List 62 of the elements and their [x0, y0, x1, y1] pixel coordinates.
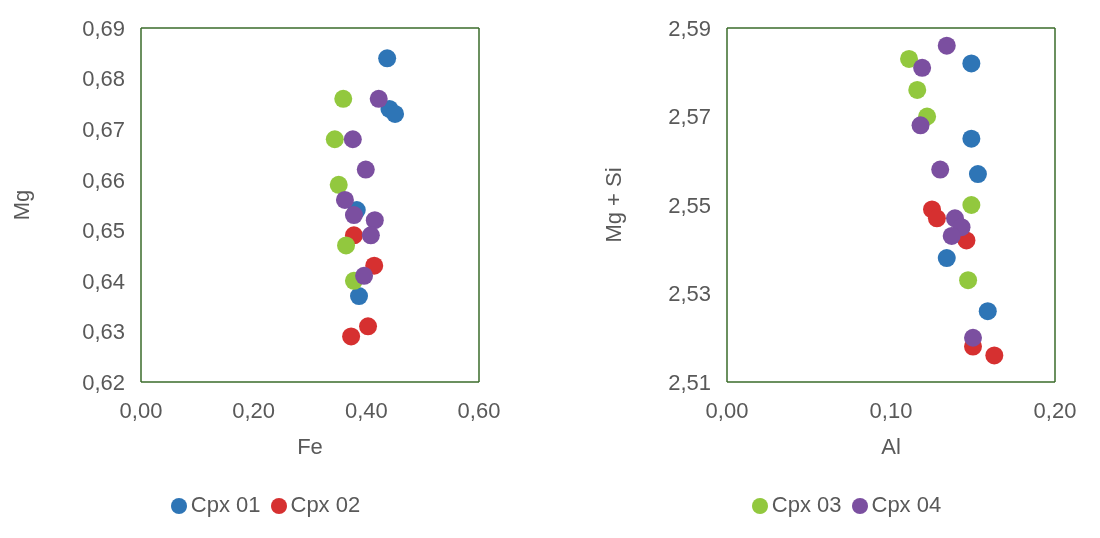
- y-tick-label: 0,63: [82, 319, 125, 345]
- legend-label: Cpx 03: [771, 492, 842, 517]
- x-tick-label: 0,00: [119, 397, 163, 423]
- x-axis-title: Fe: [297, 434, 323, 459]
- y-tick-label: 2,59: [668, 15, 711, 41]
- x-tick-label: 0,20: [232, 397, 276, 423]
- point: [911, 116, 930, 135]
- y-tick-label: 0,66: [82, 167, 125, 193]
- point: [369, 89, 388, 108]
- point: [964, 328, 982, 347]
- point: [900, 49, 919, 68]
- y-tick-label: 0,65: [82, 218, 125, 244]
- legend-label: Cpx 04: [871, 492, 942, 517]
- point: [334, 89, 353, 108]
- point: [365, 211, 384, 230]
- y-axis-title: Mg: [8, 189, 34, 221]
- point: [968, 165, 987, 184]
- y-tick-label: 0,62: [82, 369, 125, 395]
- legend-label: Cpx 01: [190, 492, 261, 517]
- point: [342, 327, 361, 346]
- point: [378, 49, 397, 68]
- x-tick-label: 0,40: [344, 397, 388, 423]
- x-axis-title: Al: [881, 434, 901, 459]
- y-tick-label: 0,69: [82, 15, 125, 41]
- point: [386, 104, 405, 123]
- x-tick-label: 0,00: [705, 397, 749, 423]
- y-tick-label: 0,64: [82, 268, 125, 294]
- point: [356, 160, 375, 179]
- point: [325, 130, 344, 149]
- point: [962, 129, 981, 148]
- x-tick-label: 0,60: [457, 397, 501, 423]
- point: [908, 80, 927, 99]
- y-tick-label: 0,67: [82, 116, 125, 142]
- point: [931, 160, 950, 179]
- point: [978, 302, 997, 321]
- point: [937, 249, 956, 268]
- y-tick-label: 2,57: [668, 104, 711, 130]
- y-tick-label: 2,55: [668, 192, 711, 218]
- x-tick-label: 0,10: [869, 397, 913, 423]
- point: [355, 266, 374, 285]
- point: [927, 209, 946, 228]
- point: [335, 190, 354, 209]
- point: [959, 271, 978, 290]
- legend-label: Cpx 02: [290, 492, 361, 517]
- point: [937, 36, 956, 55]
- point: [343, 130, 362, 149]
- point: [962, 196, 981, 214]
- point: [361, 226, 380, 245]
- point: [344, 206, 363, 225]
- point: [913, 58, 932, 77]
- point: [337, 236, 356, 255]
- y-tick-label: 2,51: [668, 369, 711, 395]
- x-tick-label: 0,20: [1033, 397, 1077, 423]
- y-tick-label: 2,53: [668, 281, 711, 307]
- y-tick-label: 0,68: [82, 66, 125, 92]
- y-axis-title: Mg + Si: [600, 167, 626, 243]
- point: [962, 54, 981, 73]
- point: [985, 346, 1004, 365]
- point: [350, 287, 369, 306]
- point: [359, 317, 378, 336]
- point: [942, 226, 961, 245]
- point: [329, 175, 348, 194]
